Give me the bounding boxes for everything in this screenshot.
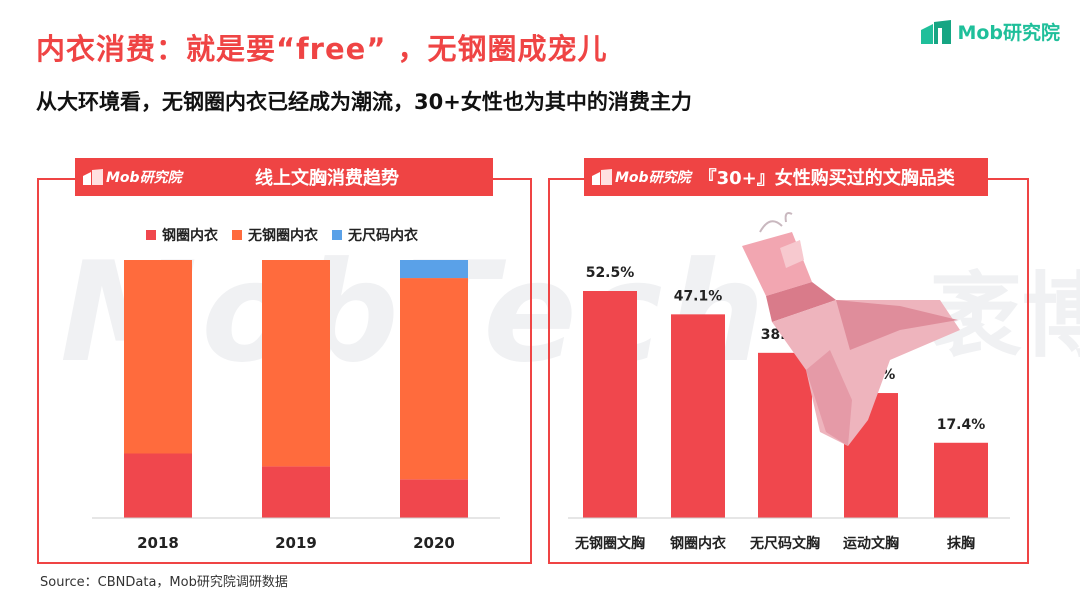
data-label: 47.1% xyxy=(674,288,723,304)
data-label: 52.5% xyxy=(586,265,635,281)
legend-swatch-orange xyxy=(232,230,242,240)
bar-segment-2019-0 xyxy=(262,466,330,518)
page-title: 内衣消费：就是要“free” ，无钢圈成宠儿 xyxy=(36,32,608,66)
data-label: 17.4% xyxy=(937,417,986,433)
legend-item: 钢圈内衣 xyxy=(146,225,218,245)
bar-segment-2020-1 xyxy=(400,278,468,480)
bar xyxy=(583,291,637,518)
source-note: Source：CBNData，Mob研究院调研数据 xyxy=(40,575,288,590)
data-label: 28.9% xyxy=(847,367,896,383)
bar-segment-2018-0 xyxy=(124,453,192,518)
bar-segment-2019-1 xyxy=(262,260,330,467)
header-brand-icon xyxy=(592,169,612,185)
x-tick-label: 运动文胸 xyxy=(843,535,899,552)
legend-swatch-blue xyxy=(332,230,342,240)
header-brand: Mob研究院 xyxy=(75,167,182,187)
bar xyxy=(934,442,988,518)
legend-item: 无钢圈内衣 xyxy=(232,225,318,245)
brand-logo: Mob研究院 xyxy=(921,18,1060,45)
legend-label: 无钢圈内衣 xyxy=(248,228,318,244)
legend-label: 无尺码内衣 xyxy=(348,228,418,244)
bar xyxy=(844,393,898,518)
bar-segment-2020-2 xyxy=(400,260,468,279)
right-chart-header: Mob研究院 『30+』女性购买过的文胸品类 xyxy=(584,158,988,196)
page-subtitle: 从大环境看，无钢圈内衣已经成为潮流，30+女性也为其中的消费主力 xyxy=(36,90,692,114)
header-brand: Mob研究院 xyxy=(584,167,691,187)
left-chart-header: Mob研究院 线上文胸消费趋势 xyxy=(75,158,493,196)
brand-logo-text: Mob研究院 xyxy=(957,22,1060,44)
left-chart-legend: 钢圈内衣 无钢圈内衣 无尺码内衣 xyxy=(146,225,418,245)
legend-swatch-red xyxy=(146,230,156,240)
x-tick-label: 2020 xyxy=(413,534,455,552)
bar xyxy=(758,352,812,518)
x-tick-label: 无钢圈文胸 xyxy=(574,535,645,552)
x-tick-label: 2018 xyxy=(137,534,179,552)
header-brand-icon xyxy=(83,169,103,185)
bar-segment-2018-1 xyxy=(124,260,192,454)
header-brand-text: Mob研究院 xyxy=(615,170,691,186)
bar-segment-2020-0 xyxy=(400,479,468,518)
data-label: 38.2% xyxy=(761,327,810,343)
x-tick-label: 钢圈内衣 xyxy=(670,535,727,552)
right-chart-title: 『30+』女性购买过的文胸品类 xyxy=(698,168,955,189)
x-tick-label: 抹胸 xyxy=(947,535,975,552)
x-tick-label: 2019 xyxy=(275,534,317,552)
bar xyxy=(671,314,725,518)
left-chart-title: 线上文胸消费趋势 xyxy=(255,168,399,189)
legend-item: 无尺码内衣 xyxy=(332,225,418,245)
x-tick-label: 无尺码文胸 xyxy=(749,535,820,552)
header-brand-text: Mob研究院 xyxy=(106,170,182,186)
legend-label: 钢圈内衣 xyxy=(162,228,218,244)
brand-logo-icon xyxy=(921,19,952,44)
